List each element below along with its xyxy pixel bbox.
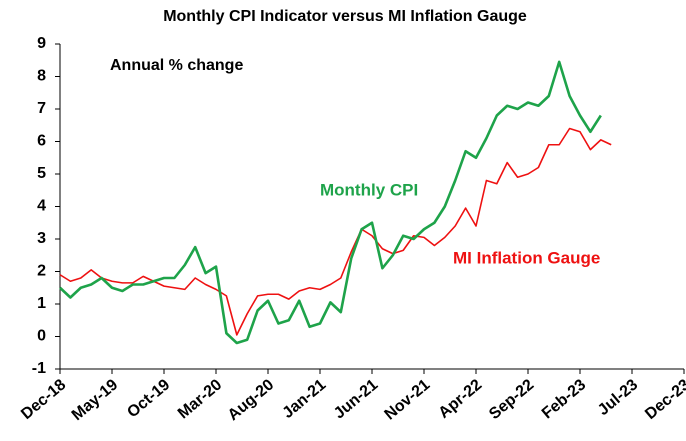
x-tick-label: Nov-21 <box>381 376 433 423</box>
x-tick-label: Sep-22 <box>486 376 537 423</box>
annotation: Annual % change <box>110 57 243 74</box>
x-tick-label: Mar-20 <box>175 376 226 422</box>
x-tick-label: Dec-18 <box>18 376 69 423</box>
y-tick-label: 1 <box>37 295 46 312</box>
y-tick-label: 9 <box>37 35 46 52</box>
x-tick-label: Jul-23 <box>595 376 641 419</box>
annotation: MI Inflation Gauge <box>453 248 600 267</box>
y-tick-label: 6 <box>37 133 46 150</box>
x-tick-label: May-19 <box>69 376 122 424</box>
x-tick-label: Feb-23 <box>539 376 590 422</box>
chart-title: Monthly CPI Indicator versus MI Inflatio… <box>163 8 527 25</box>
y-tick-label: -1 <box>32 360 46 377</box>
annotation: Monthly CPI <box>320 180 418 199</box>
y-tick-label: 7 <box>37 100 46 117</box>
y-tick-label: 5 <box>37 165 46 182</box>
series-line <box>59 60 602 345</box>
x-tick-label: Jan-21 <box>280 376 330 422</box>
x-tick-label: Jun-21 <box>331 376 382 422</box>
y-tick-label: 2 <box>37 263 46 280</box>
x-tick-label: Aug-20 <box>225 376 278 424</box>
y-tick-label: 3 <box>37 230 46 247</box>
y-tick-label: 4 <box>37 198 46 215</box>
y-tick-label: 0 <box>37 328 46 345</box>
x-tick-label: Oct-19 <box>124 376 173 421</box>
x-tick-label: Dec-23 <box>642 376 686 423</box>
x-tick-label: Apr-22 <box>436 376 486 422</box>
y-tick-label: 8 <box>37 68 46 85</box>
series-line <box>59 127 612 336</box>
